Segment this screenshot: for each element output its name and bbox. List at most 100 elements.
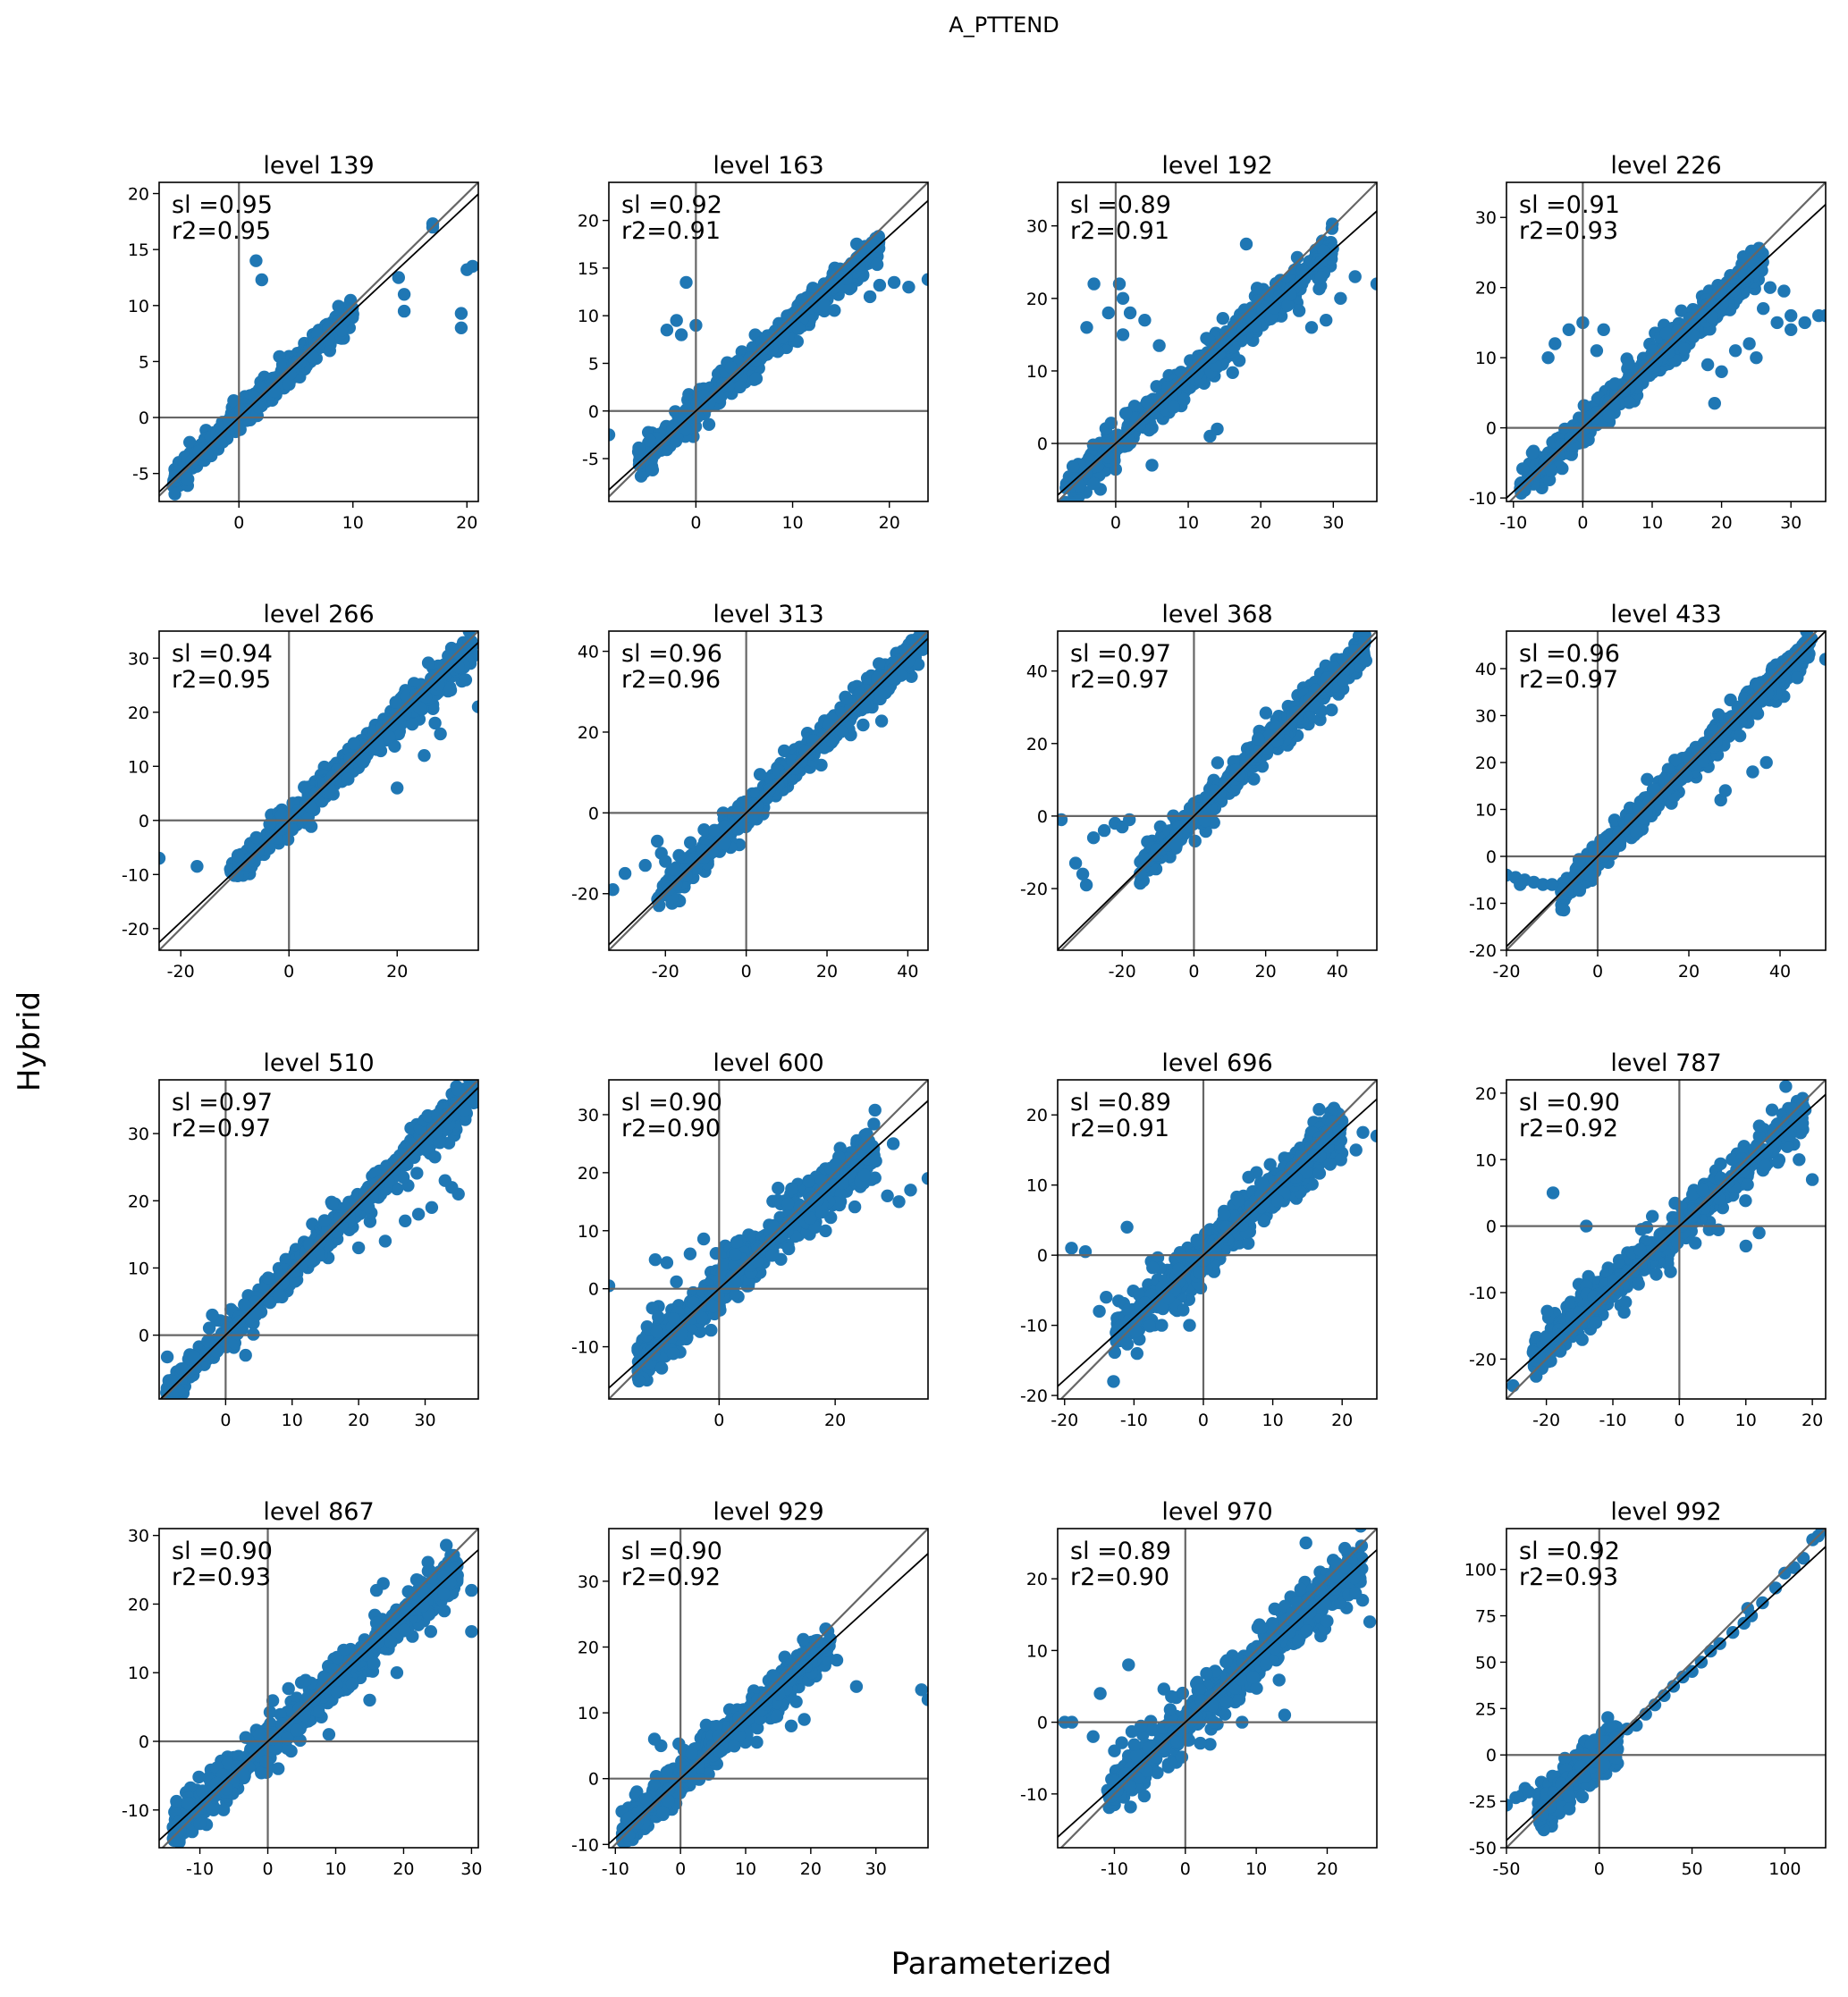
subplot-title: level 163 <box>713 152 823 180</box>
scatter-point-outlier <box>190 860 204 873</box>
fit-stats-annotation: r2=0.93 <box>1519 217 1618 245</box>
fit-line <box>609 199 928 492</box>
figure-xlabel: Parameterized <box>891 1946 1112 1982</box>
scatter-point-outlier <box>428 716 442 730</box>
scatter-point <box>666 423 679 437</box>
scatter-point <box>840 272 853 285</box>
scatter-point <box>304 820 318 833</box>
scatter-point <box>332 299 345 313</box>
fit-stats-annotation: r2=0.95 <box>172 217 271 245</box>
identity-line <box>609 182 928 499</box>
scatter-point <box>677 412 690 426</box>
scatter-point <box>858 699 872 712</box>
fit-line <box>159 641 478 944</box>
scatter-point-outlier <box>651 834 664 848</box>
scatter-point <box>1245 311 1259 324</box>
scatter-point-outlier <box>1304 321 1319 334</box>
scatter-point-outlier <box>618 866 632 881</box>
scatter-point <box>275 358 290 372</box>
scatter-point-outlier <box>434 727 447 741</box>
scatter-point-outlier <box>1562 323 1576 336</box>
scatter-point <box>1140 395 1154 409</box>
scatter-point-outlier <box>1715 365 1728 378</box>
x-tick-label: 20 <box>386 962 408 982</box>
scatter-point-outlier <box>638 858 652 872</box>
scatter-point <box>1359 653 1373 668</box>
y-tick-label: 10 <box>128 757 149 777</box>
scatter-point-outlier <box>1068 856 1083 870</box>
fit-line <box>159 192 478 493</box>
y-tick-label: 20 <box>128 704 149 723</box>
y-tick-label: -10 <box>122 865 149 885</box>
scatter-point <box>1528 468 1541 482</box>
x-tick-label: 0 <box>1577 513 1588 533</box>
scatter-point-outlier <box>679 275 693 290</box>
scatter-point <box>1295 264 1310 277</box>
scatter-point-outlier <box>1798 316 1811 330</box>
scatter-point <box>1272 290 1287 303</box>
scatter-point <box>421 656 435 670</box>
scatter-point <box>1659 326 1673 341</box>
scatter-point <box>724 361 738 375</box>
scatter-point-outlier <box>1757 302 1770 316</box>
x-tick-label: 40 <box>1327 962 1348 982</box>
scatter-point-outlier <box>1348 270 1362 283</box>
scatter-point-outlier <box>1700 358 1715 372</box>
scatter-point <box>632 441 646 455</box>
scatter-point <box>771 778 785 791</box>
scatter-point-outlier <box>921 273 928 286</box>
fit-stats-annotation: sl =0.97 <box>1070 640 1171 668</box>
x-tick-label: 40 <box>897 962 918 982</box>
scatter-point-outlier <box>1743 337 1756 350</box>
scatter-point <box>901 654 916 668</box>
scatter-point-outlier <box>1763 281 1777 294</box>
scatter-point-outlier <box>454 321 468 334</box>
scatter-point <box>1118 407 1133 420</box>
scatter-point <box>643 447 657 461</box>
scatter-point <box>1250 282 1264 295</box>
y-tick-label: 0 <box>139 409 149 428</box>
scatter-point <box>342 772 355 786</box>
scatter-point <box>1645 352 1659 366</box>
scatter-point <box>306 350 319 364</box>
fit-stats-annotation: sl =0.96 <box>621 640 722 668</box>
scatter-point <box>1110 428 1125 442</box>
y-tick-label: 10 <box>1475 349 1497 368</box>
scatter-point <box>643 434 657 447</box>
scatter-point-outlier <box>609 883 620 897</box>
y-tick-label: -5 <box>132 465 149 485</box>
scatter-point <box>905 670 918 683</box>
scatter-point <box>646 463 660 476</box>
scatter-point <box>247 390 261 403</box>
x-tick-label: 20 <box>879 513 900 533</box>
scatter-point <box>1252 732 1265 746</box>
scatter-point <box>343 297 357 310</box>
x-tick-label: 30 <box>1322 513 1344 533</box>
fit-stats-annotation: sl =0.94 <box>172 640 273 668</box>
scatter-point <box>873 657 886 670</box>
subplot-title: level 139 <box>263 152 374 180</box>
scatter-point <box>1282 718 1295 732</box>
scatter-point-outlier <box>1590 344 1604 358</box>
scatter-point <box>899 644 913 657</box>
x-tick-label: 0 <box>233 513 244 533</box>
scatter-point <box>1229 763 1243 777</box>
scatter-point <box>252 400 266 414</box>
scatter-point <box>1516 462 1530 476</box>
x-tick-label: 0 <box>690 513 701 533</box>
scatter-point <box>283 377 296 392</box>
scatter-point <box>1290 250 1304 265</box>
scatter-point-outlier <box>1370 277 1377 291</box>
scatter-point <box>753 768 767 781</box>
axes-frame <box>608 181 929 502</box>
identity-line <box>159 182 478 498</box>
y-tick-label: 30 <box>128 649 149 669</box>
y-tick-label: 20 <box>1475 279 1497 299</box>
scatter-point <box>1169 838 1183 853</box>
y-tick-label: 20 <box>1026 735 1048 754</box>
x-tick-label: 0 <box>1110 513 1121 533</box>
